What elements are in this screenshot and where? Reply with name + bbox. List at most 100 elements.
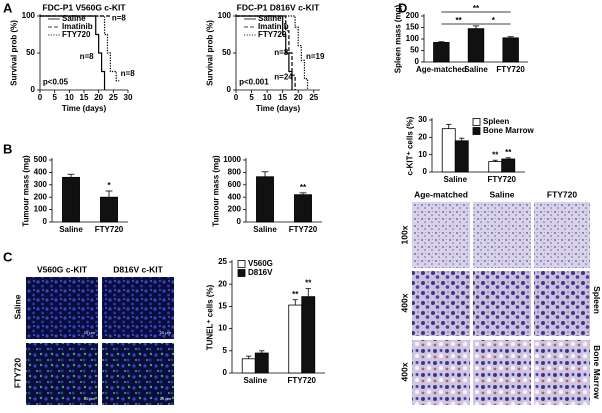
image-row-label: 400x	[399, 293, 409, 312]
significance: **	[456, 16, 463, 25]
legend-label: D816V	[248, 268, 273, 277]
x-tick-label: Saline	[253, 225, 277, 234]
legend-label: Spleen	[483, 117, 509, 126]
panel-letter: A	[3, 0, 13, 15]
annotation: p<0.05	[43, 78, 69, 87]
y-tick-label: 150	[406, 23, 420, 32]
y-tick-label: 400	[34, 168, 48, 177]
y-tick-label: 50	[410, 46, 419, 55]
significance: **	[505, 148, 512, 157]
bar	[62, 176, 80, 223]
tissue-label: Spleen	[592, 286, 602, 314]
x-tick-label: Saline	[443, 175, 467, 184]
panel-letter: C	[3, 249, 13, 264]
scale-bar-label: 20 μm	[84, 396, 96, 401]
survival-curve	[40, 15, 106, 90]
image-row-label: FTY720	[12, 358, 22, 389]
y-tick-label: 20	[218, 279, 227, 288]
annotation: n=8	[121, 69, 136, 78]
image-column-label: FTY720	[547, 189, 578, 199]
x-tick-label: 10	[263, 93, 272, 102]
y-tick-label: 0	[415, 57, 420, 66]
micrograph	[473, 271, 531, 336]
annotation: p<0.001	[239, 78, 269, 87]
legend-label: FTY720	[62, 30, 91, 39]
significance: *	[107, 181, 111, 190]
x-tick-label: FTY720	[289, 225, 318, 234]
image-column-label: D816V c-KIT	[113, 264, 163, 274]
micrograph	[473, 202, 531, 268]
x-tick-label: FTY720	[496, 65, 525, 74]
legend-swatch	[237, 269, 246, 277]
bar	[502, 37, 519, 63]
annotation: n=24	[274, 73, 293, 82]
y-tick-label: 0	[43, 217, 48, 226]
legend-swatch	[472, 118, 481, 126]
y-tick-label: 200	[406, 11, 420, 20]
bar	[301, 296, 316, 374]
micrograph	[473, 340, 531, 405]
image-column-label: Age-matched	[414, 189, 468, 199]
bar	[294, 194, 312, 223]
y-axis-label: Tumour mass (mg)	[211, 155, 220, 227]
y-tick-label: 800	[228, 168, 242, 177]
bar	[433, 42, 450, 63]
y-tick-label: 20	[418, 132, 427, 141]
x-tick-label: Saline	[243, 376, 267, 385]
y-tick-label: 100	[22, 11, 36, 20]
micrograph	[412, 340, 470, 405]
y-tick-label: 50	[26, 48, 35, 57]
legend-label: Imatinib	[62, 22, 93, 31]
annotation: n=8	[112, 13, 127, 22]
y-tick-label: 100	[406, 34, 420, 43]
bar	[467, 28, 485, 63]
x-tick-label: 15	[80, 93, 89, 102]
bar	[241, 358, 256, 374]
x-axis-label: Time (days)	[256, 104, 301, 113]
y-tick-label: 5	[223, 346, 228, 355]
x-tick-label: 25	[109, 93, 118, 102]
y-tick-label: 15	[218, 302, 227, 311]
x-tick-label: 20	[94, 93, 103, 102]
y-tick-label: 1000	[223, 155, 241, 164]
scale-bar-label: 20 μm	[84, 330, 96, 335]
x-tick-label: FTY720	[95, 225, 124, 234]
x-tick-label: FTY720	[288, 376, 317, 385]
y-axis-label: Survival prob (%)	[10, 20, 19, 86]
chart-title: FDC-P1 V560G c-KIT	[42, 2, 126, 12]
legend-label: Imatinib	[258, 22, 289, 31]
survival-curve	[236, 15, 293, 90]
micrograph	[412, 202, 470, 268]
y-axis-label: Survival prob (%)	[206, 20, 215, 86]
y-tick-label: 0	[227, 85, 232, 94]
chart-title: FDC-P1 D816V c-KIT	[237, 2, 320, 12]
x-tick-label: 10	[65, 93, 74, 102]
legend-label: V560G	[248, 259, 273, 268]
y-tick-label: 0	[31, 85, 36, 94]
y-axis-label: c-KIT⁺ cells (%)	[406, 116, 415, 175]
x-tick-label: 20	[294, 93, 303, 102]
bar	[288, 304, 303, 374]
micrograph	[26, 343, 98, 405]
y-tick-label: 50	[222, 48, 231, 57]
significance: *	[492, 16, 496, 25]
x-tick-label: FTY720	[488, 175, 517, 184]
annotation: n=8	[80, 52, 95, 61]
y-tick-label: 600	[228, 180, 242, 189]
x-tick-label: 15	[278, 93, 287, 102]
micrograph	[534, 271, 590, 336]
y-tick-label: 100	[218, 11, 232, 20]
image-row-label: Saline	[12, 294, 22, 319]
legend-label: Bone Marrow	[483, 126, 534, 135]
legend-swatch	[237, 260, 246, 268]
y-tick-label: 10	[418, 150, 427, 159]
bar	[441, 128, 456, 173]
significance: **	[305, 279, 312, 288]
significance: **	[492, 150, 499, 159]
x-axis-label: Time (days)	[62, 104, 107, 113]
y-tick-label: 25	[218, 257, 227, 266]
bar	[256, 176, 274, 223]
y-tick-label: 400	[228, 192, 242, 201]
